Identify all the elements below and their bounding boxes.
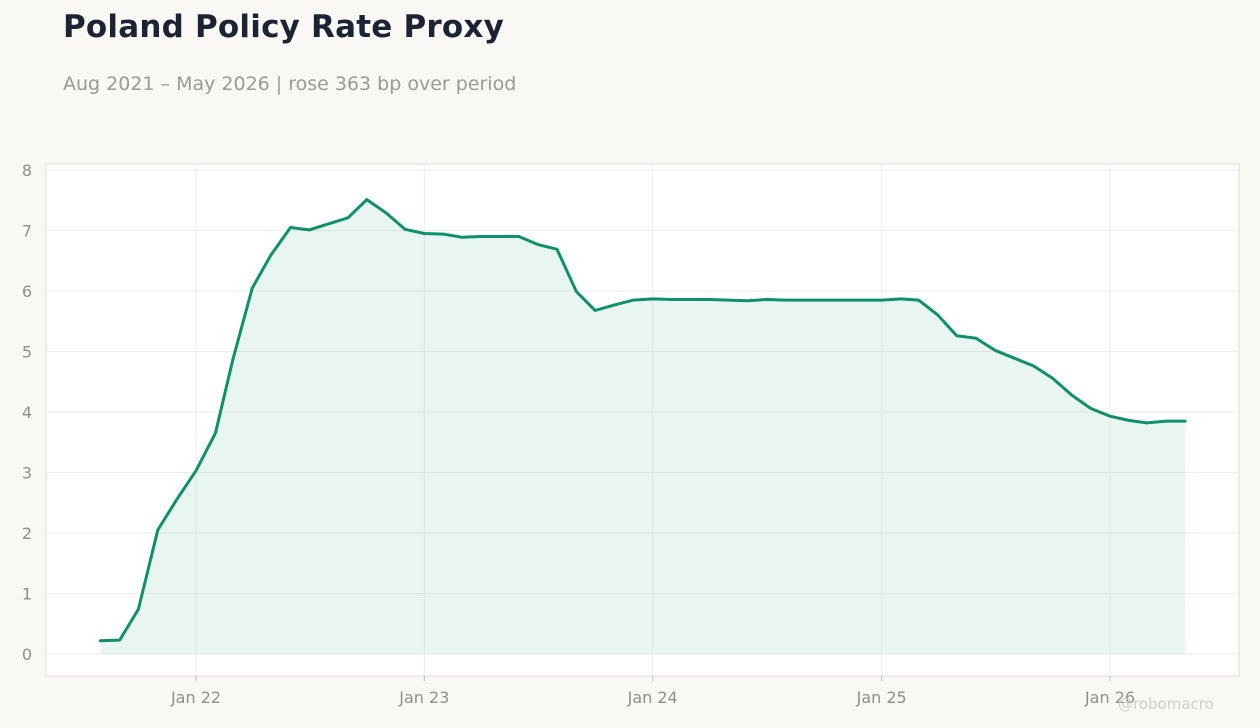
data-point bbox=[268, 252, 274, 258]
data-point bbox=[841, 297, 847, 303]
data-point bbox=[458, 234, 464, 240]
data-point bbox=[535, 241, 541, 247]
data-point bbox=[859, 297, 865, 303]
y-tick-label: 3 bbox=[22, 464, 32, 483]
data-point bbox=[1069, 392, 1075, 398]
x-tick-label: Jan 22 bbox=[170, 688, 221, 707]
line-layer bbox=[97, 197, 1188, 644]
y-tick-label: 0 bbox=[22, 645, 32, 664]
data-point bbox=[725, 297, 731, 303]
data-point bbox=[402, 226, 408, 232]
data-point bbox=[898, 296, 904, 302]
data-point bbox=[193, 468, 199, 474]
data-point bbox=[1011, 355, 1017, 361]
x-tick-label: Jan 26 bbox=[1084, 688, 1135, 707]
data-point bbox=[1126, 418, 1132, 424]
series-area bbox=[100, 199, 1186, 654]
data-point bbox=[345, 215, 351, 221]
data-point bbox=[135, 606, 141, 612]
data-point bbox=[117, 637, 123, 643]
data-point bbox=[612, 302, 618, 308]
x-axis: Jan 22 Jan 23 Jan 24 Jan 25 Jan 26 bbox=[170, 676, 1135, 707]
data-point bbox=[821, 297, 827, 303]
data-point bbox=[97, 638, 103, 644]
data-point bbox=[421, 231, 427, 237]
area-layer bbox=[100, 199, 1186, 654]
gridlines bbox=[46, 164, 1239, 676]
x-tick-label: Jan 25 bbox=[856, 688, 907, 707]
data-point bbox=[478, 234, 484, 240]
data-point bbox=[973, 335, 979, 341]
y-tick-label: 8 bbox=[22, 161, 32, 180]
data-point bbox=[630, 297, 636, 303]
plot-area bbox=[45, 163, 1240, 677]
data-point bbox=[764, 297, 770, 303]
x-tick-label: Jan 24 bbox=[627, 688, 678, 707]
data-point bbox=[1049, 375, 1055, 381]
data-point bbox=[1163, 418, 1169, 424]
data-point bbox=[249, 285, 255, 291]
data-point bbox=[174, 497, 180, 503]
data-point bbox=[383, 210, 389, 216]
data-point bbox=[496, 234, 502, 240]
y-axis: 0 1 2 3 4 5 6 7 8 bbox=[22, 161, 32, 664]
data-point bbox=[1088, 405, 1094, 411]
data-point bbox=[306, 227, 312, 233]
data-point bbox=[364, 197, 370, 203]
chart-subtitle: Aug 2021 – May 2026 | rose 363 bp over p… bbox=[63, 73, 517, 95]
data-point bbox=[1144, 420, 1150, 426]
data-point bbox=[1107, 413, 1113, 419]
chart-title: Poland Policy Rate Proxy bbox=[63, 9, 504, 45]
data-point bbox=[155, 527, 161, 533]
data-point bbox=[879, 297, 885, 303]
series-line bbox=[98, 198, 1187, 643]
y-tick-label: 6 bbox=[22, 282, 32, 301]
data-point bbox=[441, 231, 447, 237]
data-point bbox=[592, 307, 598, 313]
data-point bbox=[212, 430, 218, 436]
data-point bbox=[1031, 363, 1037, 369]
x-tick-label: Jan 23 bbox=[398, 688, 449, 707]
data-point bbox=[745, 298, 751, 304]
data-point bbox=[669, 297, 675, 303]
data-point bbox=[802, 297, 808, 303]
data-point bbox=[573, 289, 579, 295]
data-point bbox=[230, 356, 236, 362]
data-point bbox=[935, 312, 941, 318]
y-tick-label: 7 bbox=[22, 222, 32, 241]
data-point bbox=[554, 246, 560, 252]
data-point bbox=[707, 297, 713, 303]
data-point bbox=[954, 333, 960, 339]
data-point bbox=[687, 297, 693, 303]
data-point bbox=[916, 297, 922, 303]
y-tick-label: 1 bbox=[22, 585, 32, 604]
data-point bbox=[516, 234, 522, 240]
data-point bbox=[650, 296, 656, 302]
y-tick-label: 5 bbox=[22, 343, 32, 362]
data-point bbox=[288, 225, 294, 231]
watermark: @robomacro bbox=[1118, 695, 1214, 713]
data-point bbox=[326, 221, 332, 227]
data-point bbox=[1182, 418, 1188, 424]
data-point bbox=[992, 347, 998, 353]
data-point bbox=[783, 297, 789, 303]
y-tick-label: 2 bbox=[22, 524, 32, 543]
y-tick-label: 4 bbox=[22, 403, 32, 422]
